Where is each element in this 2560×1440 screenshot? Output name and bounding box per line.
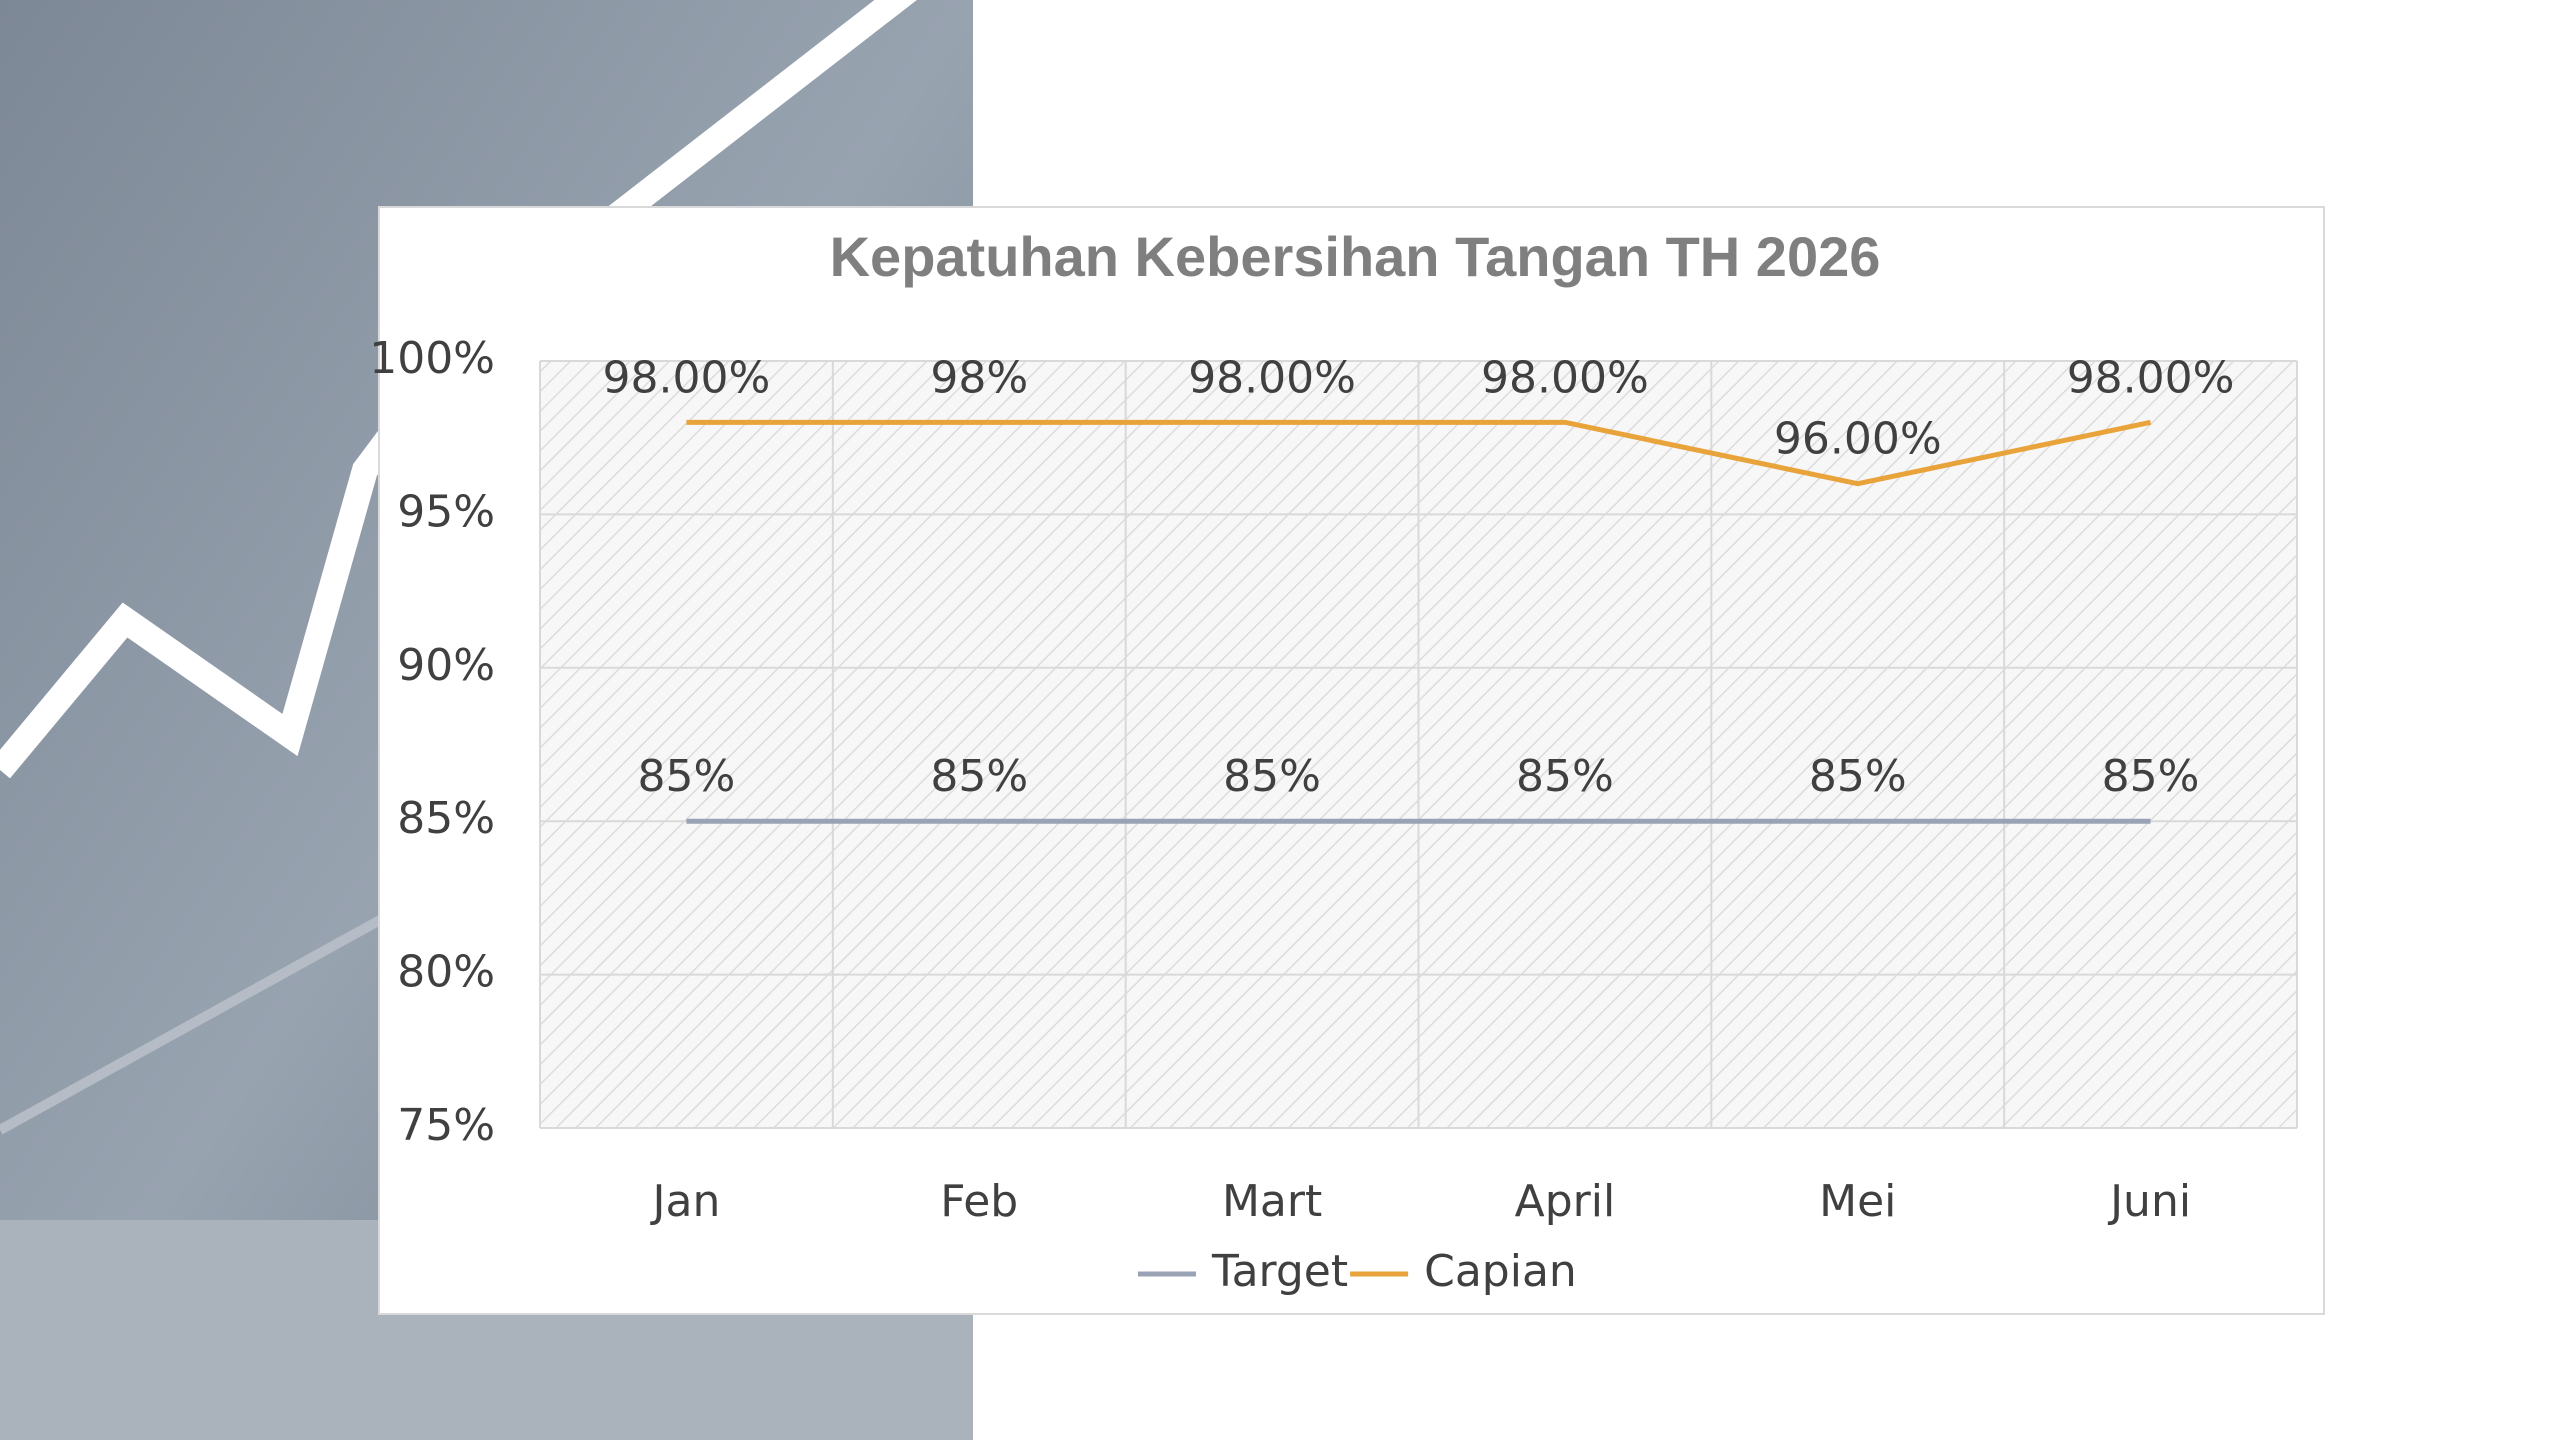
x-tick-label: Mart xyxy=(1222,1176,1322,1227)
data-label: 85% xyxy=(1516,751,1614,802)
x-tick-label: Juni xyxy=(2107,1176,2191,1227)
data-label: 96.00% xyxy=(1774,414,1942,465)
x-tick-label: Jan xyxy=(650,1176,721,1227)
legend-label: Capian xyxy=(1424,1246,1577,1297)
data-label: 98.00% xyxy=(2067,352,2235,403)
data-label: 85% xyxy=(2102,751,2200,802)
series-line xyxy=(686,419,2152,487)
data-label: 98.00% xyxy=(1481,352,1649,403)
data-label: 98% xyxy=(930,352,1028,403)
legend-label: Target xyxy=(1211,1246,1348,1297)
y-tick-label: 75% xyxy=(397,1100,495,1151)
x-tick-label: Feb xyxy=(940,1176,1018,1227)
y-tick-label: 100% xyxy=(369,333,495,384)
x-tick-label: April xyxy=(1515,1176,1616,1227)
data-label: 98.00% xyxy=(1188,352,1356,403)
y-tick-label: 90% xyxy=(397,640,495,691)
data-label: 85% xyxy=(638,751,736,802)
chart-title: Kepatuhan Kebersihan Tangan TH 2026 xyxy=(830,225,1881,288)
data-label: 98.00% xyxy=(603,352,771,403)
photo-rail xyxy=(0,915,383,1135)
y-tick-label: 80% xyxy=(397,947,495,998)
data-label: 85% xyxy=(1809,751,1907,802)
y-tick-label: 95% xyxy=(397,486,495,537)
y-tick-label: 85% xyxy=(397,793,495,844)
data-label: 85% xyxy=(930,751,1028,802)
data-label: 85% xyxy=(1223,751,1321,802)
x-tick-label: Mei xyxy=(1819,1176,1896,1227)
